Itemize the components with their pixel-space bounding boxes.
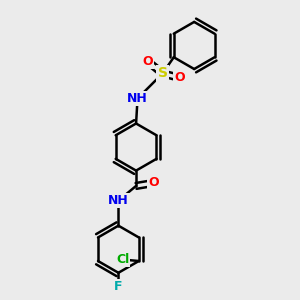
Text: O: O	[148, 176, 159, 190]
Text: NH: NH	[127, 92, 148, 105]
Text: S: S	[158, 66, 168, 80]
Text: NH: NH	[108, 194, 129, 207]
Text: O: O	[142, 55, 153, 68]
Text: O: O	[174, 71, 185, 84]
Text: Cl: Cl	[116, 253, 129, 266]
Text: F: F	[114, 280, 123, 293]
